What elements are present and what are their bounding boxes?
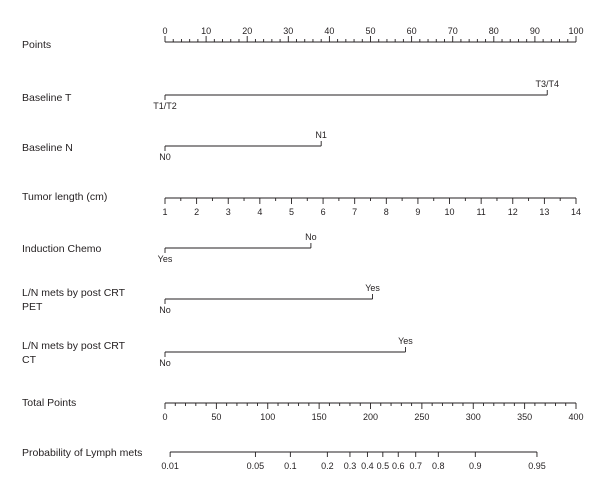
total-points-tick-label: 50 [211, 412, 221, 422]
baseline-t-level-high: T3/T4 [535, 79, 559, 89]
total-points-tick-label: 300 [466, 412, 481, 422]
baseline-t-level-low: T1/T2 [153, 101, 177, 111]
total-points-tick-label: 100 [260, 412, 275, 422]
tumor-length-tick-label: 6 [321, 207, 326, 217]
row-label-ct-line1: L/N mets by post CRT [22, 340, 126, 352]
induction-chemo-level-low: Yes [158, 254, 173, 264]
baseline-n-level-low: N0 [159, 152, 171, 162]
points-tick-label: 70 [448, 26, 458, 36]
probability-tick-label: 0.1 [284, 461, 297, 471]
tumor-length-tick-label: 8 [384, 207, 389, 217]
tumor-length-tick-label: 2 [194, 207, 199, 217]
tumor-length-tick-label: 11 [476, 207, 485, 217]
points-tick-label: 90 [530, 26, 540, 36]
total-points-tick-label: 250 [414, 412, 429, 422]
tumor-length-tick-label: 12 [508, 207, 518, 217]
total-points-tick-label: 0 [162, 412, 167, 422]
total-points-tick-label: 150 [312, 412, 327, 422]
tumor-length-tick-label: 5 [289, 207, 294, 217]
tumor-length-tick-label: 7 [352, 207, 357, 217]
ct-level-high: Yes [398, 336, 413, 346]
total-points-tick-label: 400 [568, 412, 583, 422]
probability-tick-label: 0.6 [392, 461, 405, 471]
probability-tick-label: 0.7 [409, 461, 422, 471]
row-label-total-points: Total Points [22, 397, 76, 409]
tumor-length-tick-label: 13 [539, 207, 549, 217]
tumor-length-tick-label: 1 [162, 207, 167, 217]
row-label-ct-line2: CT [22, 354, 37, 366]
points-tick-label: 10 [201, 26, 211, 36]
pet-level-low: No [159, 305, 171, 315]
probability-tick-label: 0.9 [469, 461, 482, 471]
probability-tick-label: 0.8 [432, 461, 445, 471]
points-tick-label: 100 [568, 26, 583, 36]
probability-tick-label: 0.01 [161, 461, 179, 471]
points-tick-label: 50 [365, 26, 375, 36]
row-label-pet-line1: L/N mets by post CRT [22, 287, 126, 299]
tumor-length-tick-label: 4 [257, 207, 262, 217]
probability-tick-label: 0.3 [344, 461, 357, 471]
row-label-induction-chemo: Induction Chemo [22, 243, 102, 255]
points-tick-label: 80 [489, 26, 499, 36]
points-tick-label: 60 [407, 26, 417, 36]
nomogram-marks: 0 10 20 30 40 50 60 70 80 90 100T1/T2T3/T4N0N1YesN… [153, 26, 583, 471]
pet-level-high: Yes [365, 283, 380, 293]
tumor-length-tick-label: 10 [445, 207, 455, 217]
tumor-length-tick-label: 9 [415, 207, 420, 217]
row-label-pet-line2: PET [22, 301, 43, 313]
row-label-tumor-length: Tumor length (cm) [22, 191, 107, 203]
row-label-points: Points [22, 39, 51, 51]
points-tick-label: 20 [242, 26, 252, 36]
probability-tick-label: 0.5 [377, 461, 390, 471]
total-points-tick-label: 200 [363, 412, 378, 422]
row-label-probability: Probability of Lymph mets [22, 447, 142, 459]
row-label-baseline-n: Baseline N [22, 142, 73, 154]
probability-tick-label: 0.05 [247, 461, 265, 471]
induction-chemo-level-high: No [305, 232, 317, 242]
points-tick-label: 0 [162, 26, 167, 36]
points-tick-label: 30 [283, 26, 293, 36]
ct-level-low: No [159, 358, 171, 368]
total-points-tick-label: 350 [517, 412, 532, 422]
row-label-baseline-t: Baseline T [22, 92, 72, 104]
tumor-length-tick-label: 14 [571, 207, 581, 217]
tumor-length-tick-label: 3 [226, 207, 231, 217]
points-tick-label: 40 [324, 26, 334, 36]
baseline-n-level-high: N1 [315, 130, 327, 140]
probability-tick-label: 0.2 [321, 461, 334, 471]
probability-tick-label: 0.95 [528, 461, 546, 471]
probability-tick-label: 0.4 [361, 461, 374, 471]
